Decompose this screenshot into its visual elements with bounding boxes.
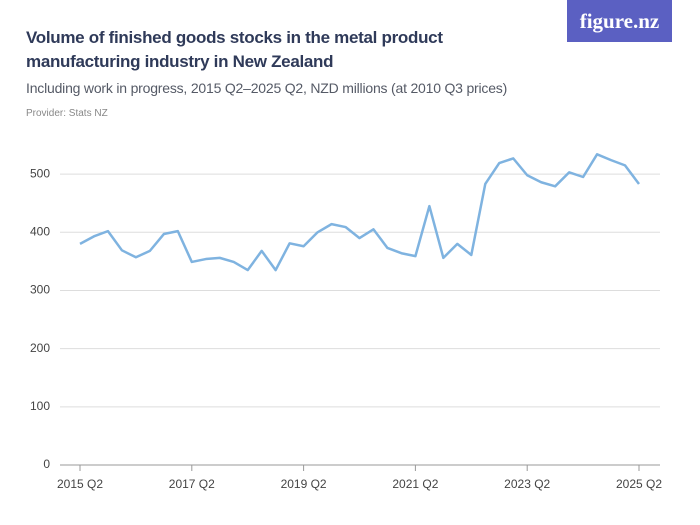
y-tick-label: 200 <box>30 341 50 355</box>
chart-title: Volume of finished goods stocks in the m… <box>26 28 443 71</box>
chart-subtitle: Including work in progress, 2015 Q2–2025… <box>26 80 508 96</box>
data-line <box>79 153 640 272</box>
x-tick-label: 2015 Q2 <box>57 477 103 491</box>
x-tick-label: 2025 Q2 <box>616 477 662 491</box>
x-tick-label: 2017 Q2 <box>169 477 215 491</box>
provider: Provider: Stats NZ <box>26 108 108 119</box>
x-tick-label: 2021 Q2 <box>392 477 438 491</box>
logo[interactable]: figure.nz <box>567 0 672 42</box>
y-tick-label: 300 <box>30 283 50 297</box>
y-tick-label: 0 <box>43 457 50 471</box>
y-tick-label: 100 <box>30 399 50 413</box>
x-tick-label: 2019 Q2 <box>281 477 327 491</box>
y-tick-label: 400 <box>30 224 50 238</box>
x-tick-label: 2023 Q2 <box>504 477 550 491</box>
y-tick-label: 500 <box>30 166 50 180</box>
